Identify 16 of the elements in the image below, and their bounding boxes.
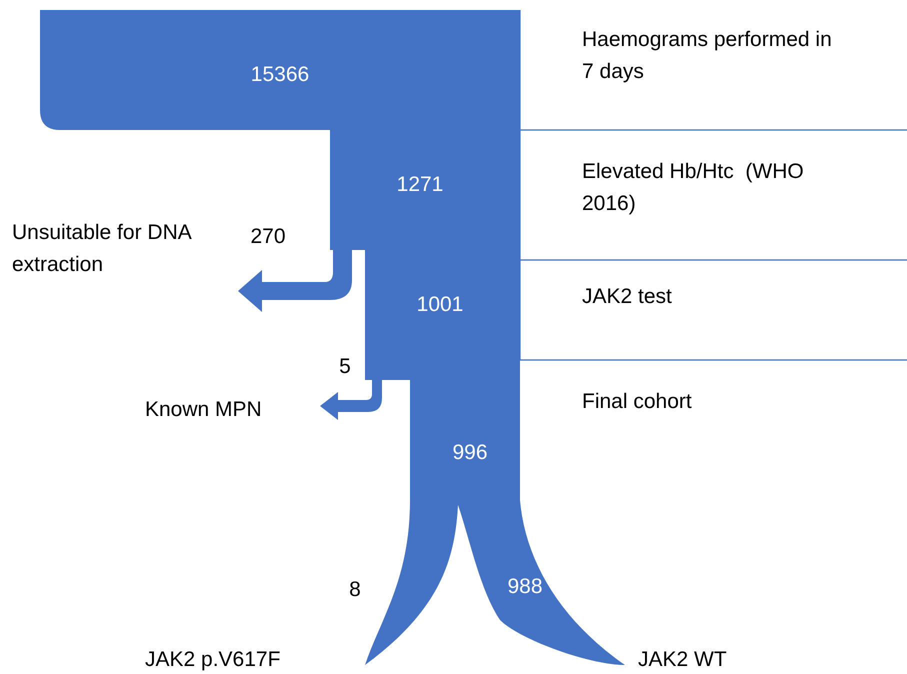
category-label: Final cohort bbox=[582, 390, 692, 413]
category-label: Known MPN bbox=[145, 398, 262, 421]
category-label: Haemograms performed in 7 days bbox=[582, 28, 832, 83]
data-label: 988 bbox=[507, 574, 543, 598]
category-label: Elevated Hb/Htc (WHO 2016) bbox=[582, 160, 804, 215]
data-label: 8 bbox=[349, 578, 361, 601]
data-label: 996 bbox=[452, 440, 488, 464]
category-label: JAK2 WT bbox=[638, 648, 727, 671]
data-label: 5 bbox=[339, 354, 351, 378]
category-label: JAK2 test bbox=[582, 284, 672, 308]
category-label: Unsuitable for DNA extraction bbox=[12, 220, 192, 276]
category-label: JAK2 p.V617F bbox=[145, 648, 280, 671]
data-label: 270 bbox=[250, 224, 286, 248]
data-label: 1001 bbox=[416, 292, 464, 316]
data-label: 15366 bbox=[250, 62, 310, 86]
data-label: 1271 bbox=[396, 172, 444, 196]
